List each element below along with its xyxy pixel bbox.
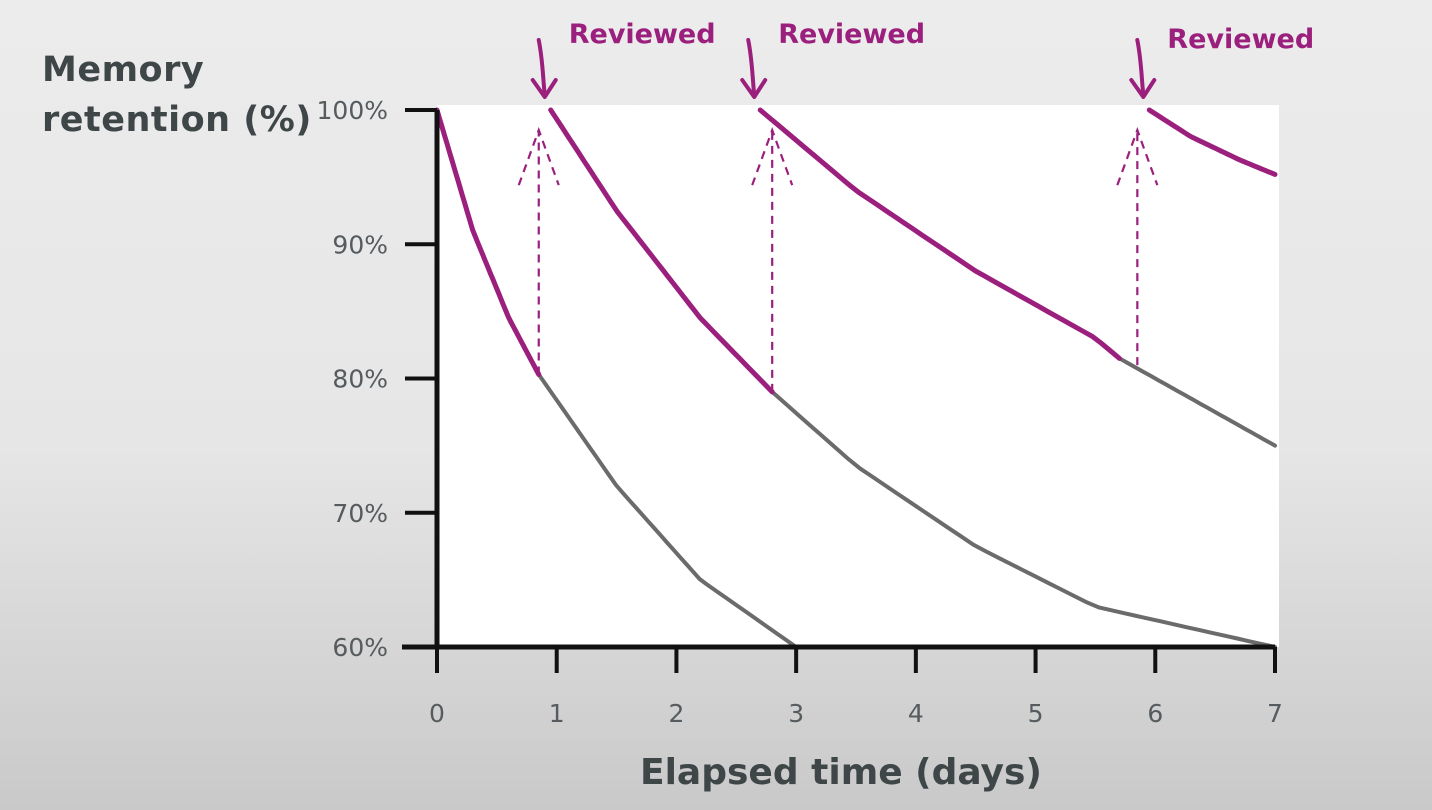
reviewed-annotation-2: Reviewed	[778, 19, 925, 50]
review-boost-arrowhead-2	[751, 126, 794, 186]
retention-curve-2	[548, 107, 775, 395]
reviewed-annotation-1: Reviewed	[569, 19, 716, 50]
review-boost-arrowhead-3	[1116, 126, 1159, 186]
reviewed-pointer-arrow-1	[536, 38, 547, 97]
retention-curve-1	[434, 107, 542, 377]
reviewed-pointer-arrowhead-2	[740, 78, 768, 99]
y-tick-label: 100%	[317, 96, 388, 125]
y-tick-label: 90%	[332, 230, 388, 259]
x-tick-label: 1	[549, 699, 565, 728]
reviewed-pointer-arrowhead-3	[1129, 78, 1157, 99]
x-tick-label: 0	[429, 699, 445, 728]
retention-curve-3	[757, 107, 1122, 361]
x-tick-label: 4	[908, 699, 924, 728]
review-boost-arrowhead-1	[517, 126, 560, 186]
x-tick-label: 3	[788, 699, 804, 728]
y-tick-label: 70%	[332, 499, 388, 528]
reviewed-pointer-arrowhead-1	[530, 78, 558, 99]
y-tick-label: 60%	[332, 633, 388, 662]
y-axis-label-line-2: retention (%)	[42, 100, 312, 140]
x-tick-label: 7	[1267, 699, 1283, 728]
x-tick-label: 2	[668, 699, 684, 728]
reviewed-pointer-arrow-2	[746, 38, 757, 97]
forgetting-curve-2	[770, 389, 1277, 649]
y-axis-label-line-1: Memory	[42, 50, 205, 90]
plot-background	[437, 105, 1279, 647]
forgetting-curve-3	[1117, 356, 1277, 448]
x-axis-label: Elapsed time (days)	[640, 752, 1042, 793]
reviewed-pointer-arrow-3	[1135, 38, 1146, 97]
forgetting-curve-1	[536, 372, 799, 649]
reviewed-annotation-3: Reviewed	[1167, 24, 1314, 55]
y-tick-label: 80%	[332, 365, 388, 394]
x-tick-label: 5	[1028, 699, 1044, 728]
retention-curve-4	[1146, 107, 1278, 177]
x-tick-label: 6	[1147, 699, 1163, 728]
